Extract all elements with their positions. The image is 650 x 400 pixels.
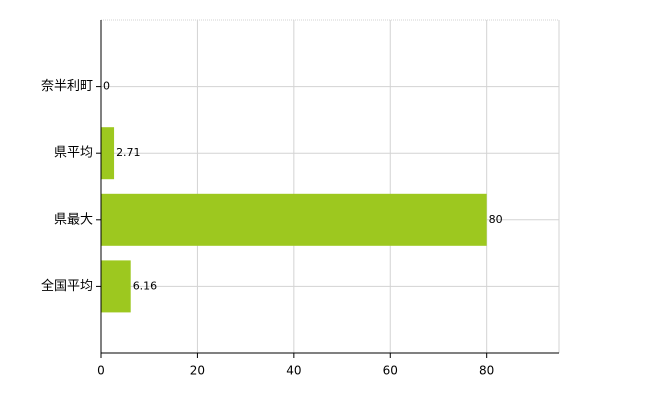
bar xyxy=(101,127,115,180)
value-label: 2.71 xyxy=(116,146,141,159)
bar xyxy=(101,260,131,313)
x-tick-label: 80 xyxy=(479,364,494,378)
y-tick-label: 県最大 xyxy=(54,212,93,227)
y-tick-label: 県平均 xyxy=(54,146,93,161)
value-label: 80 xyxy=(489,213,503,226)
value-label: 6.16 xyxy=(133,279,158,292)
bar xyxy=(101,193,487,246)
x-tick-label: 0 xyxy=(97,364,105,378)
y-tick-label: 奈半利町 xyxy=(41,79,93,94)
x-tick-label: 40 xyxy=(286,364,301,378)
x-tick-label: 20 xyxy=(190,364,205,378)
y-tick-label: 全国平均 xyxy=(41,278,93,294)
x-tick-label: 60 xyxy=(383,364,398,378)
value-label: 0 xyxy=(103,80,110,93)
